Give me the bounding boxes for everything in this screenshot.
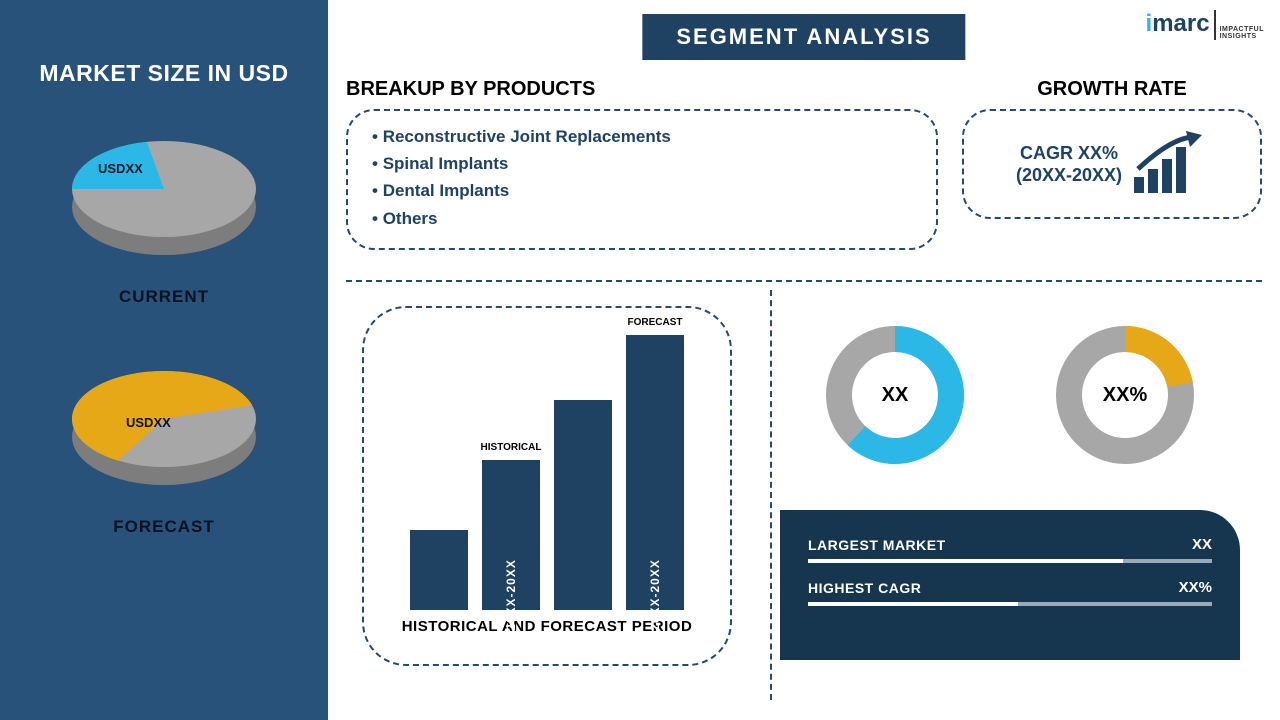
- metric-row: LARGEST MARKET XX: [808, 536, 1212, 553]
- growth-box: CAGR XX% (20XX-20XX): [962, 109, 1262, 219]
- breakup-box: Reconstructive Joint ReplacementsSpinal …: [346, 109, 938, 250]
- donut-left: XX: [820, 320, 970, 470]
- pie-current: USDXX: [54, 117, 274, 277]
- pie-current-svg: [54, 117, 274, 277]
- pie-forecast-caption: FORECAST: [113, 517, 215, 537]
- hist-bar: [410, 530, 468, 610]
- hist-bar: HISTORICAL20XX-20XX: [482, 460, 540, 610]
- growth-section: GROWTH RATE CAGR XX% (20XX-20XX): [962, 78, 1262, 250]
- logo-tagline: IMPACTFUL INSIGHTS: [1220, 26, 1264, 40]
- growth-line1: CAGR XX%: [1016, 142, 1122, 165]
- metric-bar: [808, 559, 1212, 563]
- left-title: MARKET SIZE IN USD: [39, 60, 288, 87]
- bar-top-label: FORECAST: [628, 317, 683, 328]
- metric-label: LARGEST MARKET: [808, 537, 946, 553]
- metrics-box: LARGEST MARKET XX HIGHEST CAGR XX%: [780, 510, 1240, 660]
- pie-forecast-label: USDXX: [126, 415, 171, 430]
- growth-line2: (20XX-20XX): [1016, 164, 1122, 187]
- pie-forecast-block: USDXX FORECAST: [54, 347, 274, 537]
- historical-caption: HISTORICAL AND FORECAST PERIOD: [364, 618, 730, 635]
- right-area: SEGMENT ANALYSIS imarc IMPACTFUL INSIGHT…: [328, 0, 1280, 720]
- pie-current-caption: CURRENT: [119, 287, 209, 307]
- breakup-item: Others: [372, 205, 912, 232]
- bar-year-label: 20XX-20XX: [648, 559, 662, 631]
- historical-box: HISTORICAL20XX-20XXFORECAST20XX-20XX HIS…: [362, 306, 732, 666]
- top-row: BREAKUP BY PRODUCTS Reconstructive Joint…: [346, 78, 1262, 250]
- donut-left-value: XX: [820, 320, 970, 470]
- hist-bar: FORECAST20XX-20XX: [626, 335, 684, 610]
- growth-text: CAGR XX% (20XX-20XX): [1016, 142, 1122, 187]
- donut-right: XX%: [1050, 320, 1200, 470]
- breakup-item: Spinal Implants: [372, 150, 912, 177]
- metric-bar-fill: [808, 559, 1123, 563]
- pie-current-label: USDXX: [98, 161, 143, 176]
- growth-icon: [1130, 129, 1208, 199]
- breakup-title: BREAKUP BY PRODUCTS: [346, 78, 938, 101]
- metric-bar-fill: [808, 602, 1018, 606]
- metric-row: HIGHEST CAGR XX%: [808, 579, 1212, 596]
- logo: imarc IMPACTFUL INSIGHTS: [1146, 10, 1264, 40]
- banner: SEGMENT ANALYSIS: [642, 14, 965, 60]
- breakup-item: Reconstructive Joint Replacements: [372, 123, 912, 150]
- logo-brand: imarc: [1146, 10, 1210, 38]
- breakup-section: BREAKUP BY PRODUCTS Reconstructive Joint…: [346, 78, 938, 250]
- breakup-item: Dental Implants: [372, 177, 912, 204]
- growth-title: GROWTH RATE: [962, 78, 1262, 101]
- pie-forecast: USDXX: [54, 347, 274, 507]
- divider-vertical: [770, 290, 772, 700]
- bar-year-label: 20XX-20XX: [504, 559, 518, 631]
- hist-bar: [554, 400, 612, 610]
- metric-label: HIGHEST CAGR: [808, 580, 921, 596]
- metric-bar: [808, 602, 1212, 606]
- divider-horizontal: [346, 280, 1262, 282]
- left-panel: MARKET SIZE IN USD USDXX CURRENT USDXX F…: [0, 0, 328, 720]
- bars-area: HISTORICAL20XX-20XX FORECAST20XX-20XX: [364, 320, 730, 610]
- logo-divider: [1214, 10, 1216, 40]
- pie-current-block: USDXX CURRENT: [54, 117, 274, 307]
- metric-value: XX: [1192, 536, 1212, 553]
- breakup-list: Reconstructive Joint ReplacementsSpinal …: [372, 123, 912, 232]
- donut-right-value: XX%: [1050, 320, 1200, 470]
- metric-value: XX%: [1179, 579, 1212, 596]
- donuts-row: XX XX%: [780, 320, 1240, 470]
- bar-top-label: HISTORICAL: [481, 442, 542, 453]
